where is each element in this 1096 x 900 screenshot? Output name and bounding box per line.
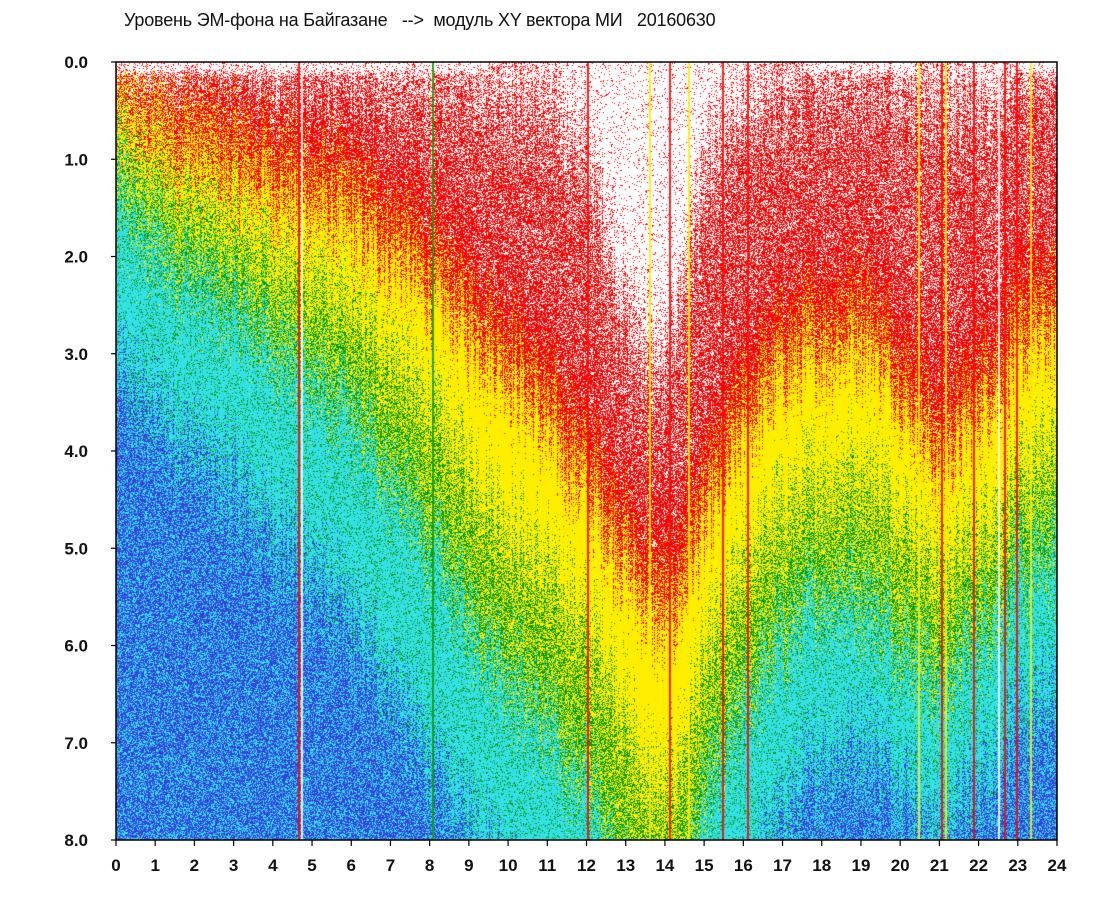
plot-frame	[115, 61, 1058, 841]
x-tick-label: 22	[969, 856, 988, 875]
x-tick-label: 9	[464, 856, 473, 875]
x-tick-label: 0	[111, 856, 120, 875]
x-tick-label: 16	[734, 856, 753, 875]
x-tick-label: 14	[655, 856, 674, 875]
chart-title: Уровень ЭМ-фона на Байгазане --> модуль …	[124, 10, 716, 30]
x-tick-label: 11	[538, 856, 556, 875]
y-tick-label: 5.0	[64, 539, 88, 558]
x-axis-ticks: 0 1 2 3 4 5 6 7 8 9 10 11 12 13 14 15 16 17 18 19 20 21 22 23 24	[111, 840, 1067, 875]
x-tick-label: 21	[930, 856, 949, 875]
x-tick-label: 3	[229, 856, 238, 875]
y-tick-label: 4.0	[64, 442, 88, 461]
y-tick-label: 8.0	[64, 831, 88, 850]
x-tick-label: 17	[773, 856, 792, 875]
x-tick-label: 24	[1048, 856, 1067, 875]
y-axis-ticks: 0.0 1.0 2.0 3.0 4.0 5.0 6.0 7.0 8.0	[64, 53, 116, 850]
heatmap-canvas	[116, 62, 1057, 840]
x-tick-label: 18	[812, 856, 831, 875]
x-tick-label: 2	[190, 856, 199, 875]
x-tick-label: 13	[616, 856, 635, 875]
x-tick-label: 1	[150, 856, 159, 875]
y-tick-label: 2.0	[64, 248, 88, 267]
x-tick-label: 23	[1008, 856, 1027, 875]
x-tick-label: 5	[307, 856, 316, 875]
x-tick-label: 7	[386, 856, 395, 875]
x-tick-label: 6	[347, 856, 356, 875]
x-tick-label: 19	[851, 856, 870, 875]
x-tick-label: 12	[577, 856, 596, 875]
y-tick-label: 7.0	[64, 734, 88, 753]
y-tick-label: 3.0	[64, 345, 88, 364]
y-tick-label: 6.0	[64, 637, 88, 656]
y-tick-label: 0.0	[64, 53, 88, 72]
x-tick-label: 10	[499, 856, 518, 875]
y-tick-label: 1.0	[64, 150, 88, 169]
x-tick-label: 15	[695, 856, 714, 875]
x-tick-label: 8	[425, 856, 434, 875]
x-tick-label: 4	[268, 856, 278, 875]
x-tick-label: 20	[891, 856, 910, 875]
